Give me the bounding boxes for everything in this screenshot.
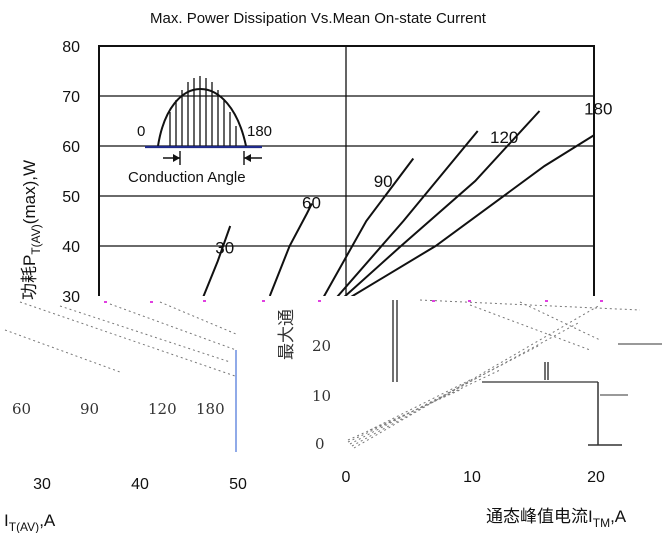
chart-title: Max. Power Dissipation Vs.Mean On-state … [150, 10, 487, 27]
overlay-curve-label-180: 180 [196, 400, 225, 418]
overlay-x2-tick-10: 10 [463, 469, 481, 486]
overlay-y2-axis-label: 最大通 [277, 309, 297, 360]
half-sine-hatching [169, 76, 237, 146]
overlay-x2-axis-label-sub: TM [593, 516, 610, 530]
overlay-x2-axis-label: 通态峰值电流ITM,A [486, 507, 627, 530]
series-labels: 30 60 90 120 180 [215, 100, 612, 258]
y-tick-70: 70 [62, 89, 80, 106]
inset-label-right: 180 [247, 123, 272, 140]
overlay-x2-tick-0: 0 [342, 469, 351, 486]
y-tick-60: 60 [62, 139, 80, 156]
series-label-180: 180 [584, 100, 612, 119]
overlay-x2-axis-label-main: 通态峰值电流I [486, 507, 593, 526]
overlay-x-axis-label-main: I [4, 511, 9, 530]
overlay-curve-label-90: 90 [80, 400, 99, 418]
series-curve-30 [202, 225, 232, 296]
overlay-x-tick-30: 30 [33, 476, 51, 493]
overlay-x-axis-label: IT(AV),A [4, 511, 56, 533]
series-curve-180 [343, 110, 541, 296]
overlay-curve-label-60: 60 [12, 400, 31, 418]
overlay-x-tick-40: 40 [131, 476, 149, 493]
series-label-30: 30 [215, 239, 234, 258]
overlay-x-axis-label-suffix: ,A [39, 511, 56, 530]
series-label-120: 120 [490, 128, 518, 147]
overlay-y2-tick-20: 20 [312, 337, 331, 355]
y-tick-40: 40 [62, 239, 80, 256]
y-tick-30: 30 [62, 289, 80, 306]
y-axis-label-main: 功耗P [20, 255, 39, 300]
inset-label-left: 0 [137, 123, 145, 140]
series-label-60: 60 [302, 194, 321, 213]
series-curves [202, 110, 594, 296]
overlapping-lower-panel: 60 90 120 180 30 40 50 IT(AV),A 20 10 0 … [4, 299, 662, 533]
half-sine-wave [157, 88, 247, 147]
overlay-dashed-traces [4, 299, 641, 449]
overlay-x2-axis-label-suffix: ,A [610, 507, 627, 526]
y-axis-ticks: 80 70 60 50 40 30 [62, 39, 80, 306]
y-tick-50: 50 [62, 189, 80, 206]
series-label-90: 90 [374, 172, 393, 191]
series-curve-unlabeled-5 [350, 134, 594, 296]
overlay-x2-tick-20: 20 [587, 469, 605, 486]
overlay-y2-tick-10: 10 [312, 387, 331, 405]
y-axis-label-sub: T(AV) [29, 224, 43, 254]
conduction-angle-inset: 0 180 Conduction Angle [128, 76, 272, 186]
overlay-x-tick-50: 50 [229, 476, 247, 493]
series-curve-90 [322, 157, 415, 296]
inset-caption: Conduction Angle [128, 169, 246, 186]
arrow-right-icon [173, 154, 180, 162]
y-tick-80: 80 [62, 39, 80, 56]
arrow-left-icon [244, 154, 251, 162]
overlay-curve-label-120: 120 [148, 400, 177, 418]
y-axis-label-suffix: (max),W [20, 160, 39, 224]
series-curve-60 [268, 203, 313, 296]
series-curve-120 [336, 130, 479, 296]
plot-frame [98, 45, 595, 296]
y-axis-label: 功耗PT(AV)(max),W [20, 160, 43, 300]
overlay-magenta-noise [104, 300, 603, 303]
overlay-y2-tick-0: 0 [315, 435, 325, 453]
overlay-x-axis-label-sub: T(AV) [9, 520, 39, 533]
